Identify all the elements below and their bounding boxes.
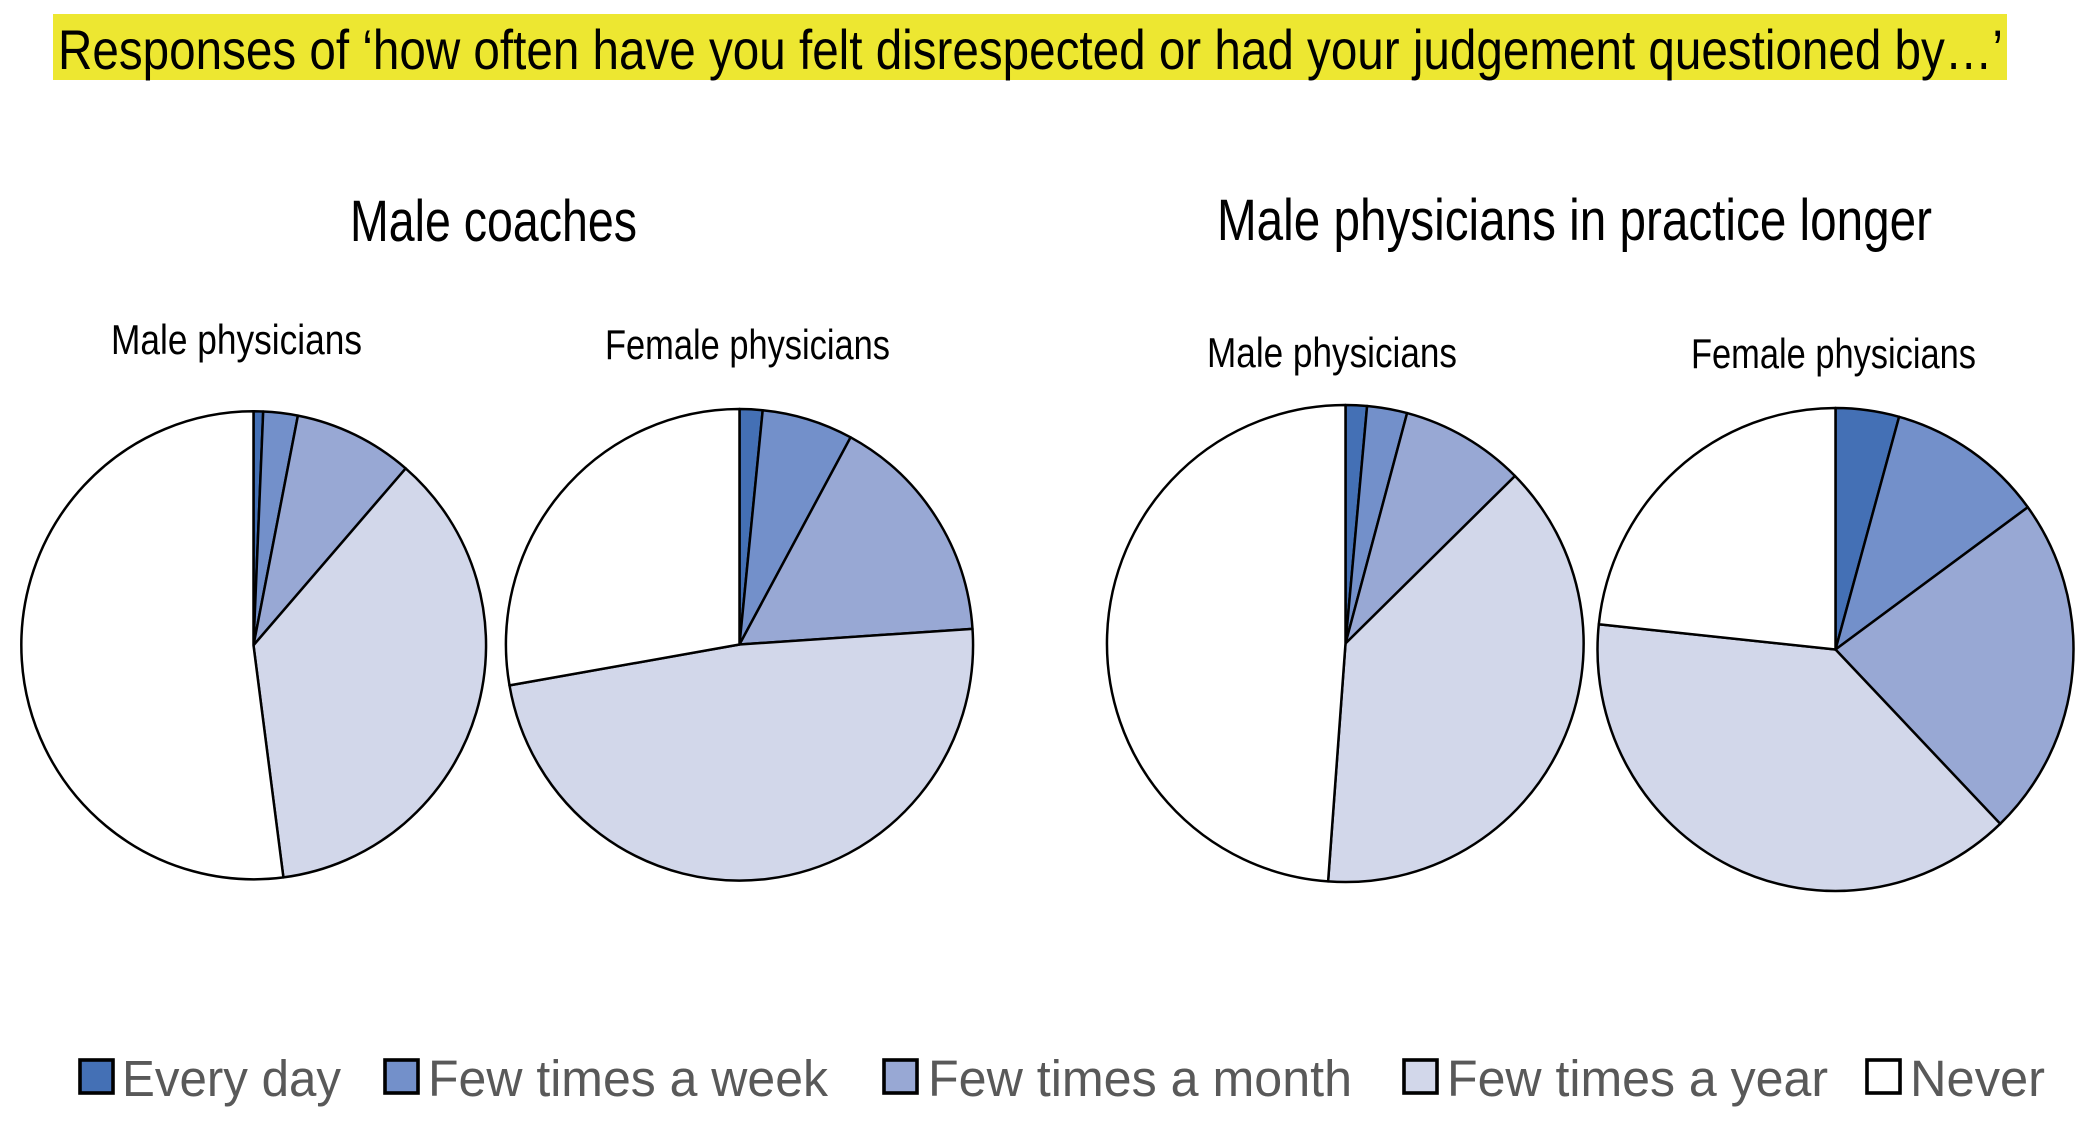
- svg-text:Few times a month: Few times a month: [928, 1050, 1352, 1107]
- svg-text:Never: Never: [1910, 1050, 2045, 1107]
- svg-text:Female physicians: Female physicians: [1691, 330, 1976, 377]
- svg-text:Every day: Every day: [122, 1050, 341, 1107]
- svg-text:Female physicians: Female physicians: [605, 321, 890, 368]
- svg-text:Few times a year: Few times a year: [1447, 1050, 1828, 1107]
- svg-text:Few times a week: Few times a week: [428, 1050, 828, 1107]
- svg-text:Male physicians: Male physicians: [1207, 329, 1457, 376]
- svg-text:Male coaches: Male coaches: [350, 189, 637, 254]
- svg-text:Male physicians: Male physicians: [111, 316, 362, 363]
- svg-text:Male physicians in practice lo: Male physicians in practice longer: [1217, 188, 1932, 253]
- svg-text:Responses of ‘how often have y: Responses of ‘how often have you felt di…: [58, 18, 2003, 81]
